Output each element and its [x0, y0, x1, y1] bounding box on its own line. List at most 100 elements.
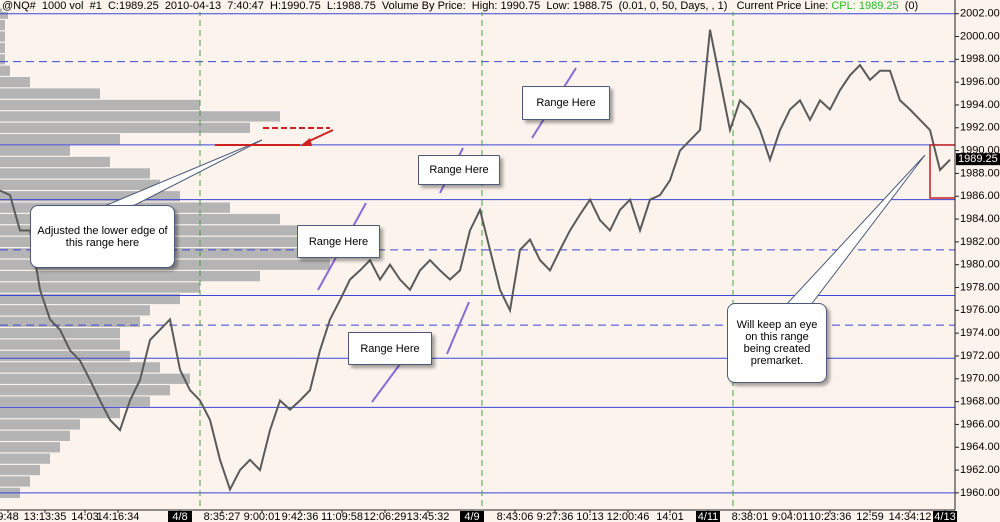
volume-bar	[0, 350, 130, 362]
x-tick-label: 4/8	[172, 511, 187, 522]
y-tick-label: 1972.00	[960, 350, 1000, 362]
y-tick-label: 2000.00	[960, 30, 1000, 42]
y-tick-label: 1982.00	[960, 236, 1000, 248]
volume-bar	[0, 464, 40, 476]
volume-bar	[0, 179, 160, 190]
y-tick-label: 1984.00	[960, 213, 1000, 225]
x-tick-label: 4/13	[934, 511, 955, 522]
y-tick-label: 1968.00	[960, 396, 1000, 408]
y-tick-label: 1994.00	[960, 99, 1000, 111]
y-tick-label: 1980.00	[960, 259, 1000, 271]
x-tick-label: 8:35:27	[204, 511, 241, 522]
y-tick-label: 1966.00	[960, 418, 1000, 430]
x-tick-label: 13:45:32	[407, 511, 450, 522]
x-tick-label: 9:27:36	[537, 511, 574, 522]
day-label-bg	[696, 511, 720, 522]
volume-bar	[0, 77, 30, 88]
volume-bar	[0, 328, 120, 339]
volume-bar	[0, 145, 70, 156]
volume-bar	[0, 88, 100, 99]
red-box	[929, 144, 959, 199]
volume-bar	[0, 42, 5, 54]
volume-bar	[0, 168, 150, 179]
price-line	[0, 29, 951, 493]
volume-bar	[0, 442, 60, 453]
day-label-bg	[933, 511, 957, 522]
header-cpl: CPL: 1989.25	[831, 0, 899, 12]
x-tick-label: 14:01	[656, 511, 684, 522]
y-tick-label: 1992.00	[960, 122, 1000, 134]
header: @NQ# 1000 vol #1 C:1989.25 2010-04-13 7:…	[2, 0, 919, 12]
day-label-bg	[168, 511, 192, 522]
volume-bar	[0, 191, 180, 202]
y-tick-label: 1986.00	[960, 190, 1000, 202]
x-tick-label: 9:48	[0, 511, 19, 522]
x-tick-label: 14:03	[71, 511, 99, 522]
x-tick-label: 8:43:06	[497, 511, 534, 522]
callout: Range Here	[348, 332, 432, 365]
y-tick-label: 2002.00	[960, 8, 1000, 20]
volume-bar	[0, 419, 80, 430]
callout: Adjusted the lower edge of this range he…	[30, 205, 175, 268]
callout-tail	[783, 154, 926, 307]
x-tick-label: 11:09:58	[321, 511, 363, 522]
volume-bar	[0, 99, 200, 111]
x-tick-label: 4/9	[464, 511, 479, 522]
x-tick-label: 9:04:01	[772, 511, 809, 522]
red-arrowhead	[300, 138, 312, 146]
x-tick-label: 14:34:12	[889, 511, 932, 522]
volume-bar	[0, 373, 190, 384]
volume-bar	[0, 282, 200, 293]
volume-bar	[0, 430, 70, 441]
callout: Range Here	[418, 155, 500, 185]
volume-bar	[0, 270, 260, 282]
volume-bar	[0, 31, 5, 42]
x-tick-label: 12:06:29	[364, 511, 407, 522]
x-tick-label: 12:00:46	[607, 511, 650, 522]
day-label-bg	[460, 511, 484, 522]
volume-bar	[0, 316, 140, 327]
volume-bar	[0, 305, 150, 316]
y-tick-label: 1978.00	[960, 281, 1000, 293]
header-text: @NQ# 1000 vol #1 C:1989.25 2010-04-13 7:…	[2, 0, 829, 12]
x-tick-label: 9:42:36	[282, 511, 319, 522]
x-tick-label: 8:38:01	[732, 511, 769, 522]
x-tick-label: 13:13:35	[24, 511, 67, 522]
volume-bar	[0, 65, 10, 76]
current-price-bg	[956, 153, 1000, 166]
callout: Will keep an eye on this range being cre…	[727, 303, 827, 383]
x-tick-label: 9:00:01	[244, 511, 281, 522]
x-tick-label: 12:59	[856, 511, 884, 522]
volume-bar	[0, 134, 120, 145]
y-tick-label: 1964.00	[960, 441, 1000, 453]
x-tick-label: 4/11	[698, 511, 719, 522]
callout: Range Here	[297, 225, 380, 258]
header-tail: (0)	[904, 0, 919, 12]
y-tick-label: 1970.00	[960, 373, 1000, 385]
volume-bar	[0, 122, 250, 133]
volume-bar	[0, 385, 170, 396]
y-tick-label: 1988.00	[960, 167, 1000, 179]
volume-bar	[0, 339, 120, 350]
volume-bar	[0, 156, 110, 168]
volume-bar	[0, 54, 5, 65]
current-price-label: 1989.25	[958, 153, 998, 165]
volume-bar	[0, 396, 150, 407]
x-tick-label: 10:13	[576, 511, 604, 522]
volume-bar	[0, 476, 30, 487]
y-tick-label: 1962.00	[960, 464, 1000, 476]
volume-bar	[0, 407, 120, 419]
callout: Range Here	[522, 86, 610, 120]
volume-bar	[0, 111, 280, 122]
volume-bar	[0, 362, 160, 373]
y-tick-label: 1996.00	[960, 76, 1000, 88]
x-tick-label: 14:16:34	[97, 511, 140, 522]
x-tick-label: 10:23:36	[809, 511, 852, 522]
volume-bar	[0, 19, 5, 31]
y-tick-label: 1974.00	[960, 327, 1000, 339]
y-axis-bg	[955, 0, 1000, 522]
y-tick-label: 1976.00	[960, 304, 1000, 316]
y-tick-label: 1998.00	[960, 53, 1000, 65]
